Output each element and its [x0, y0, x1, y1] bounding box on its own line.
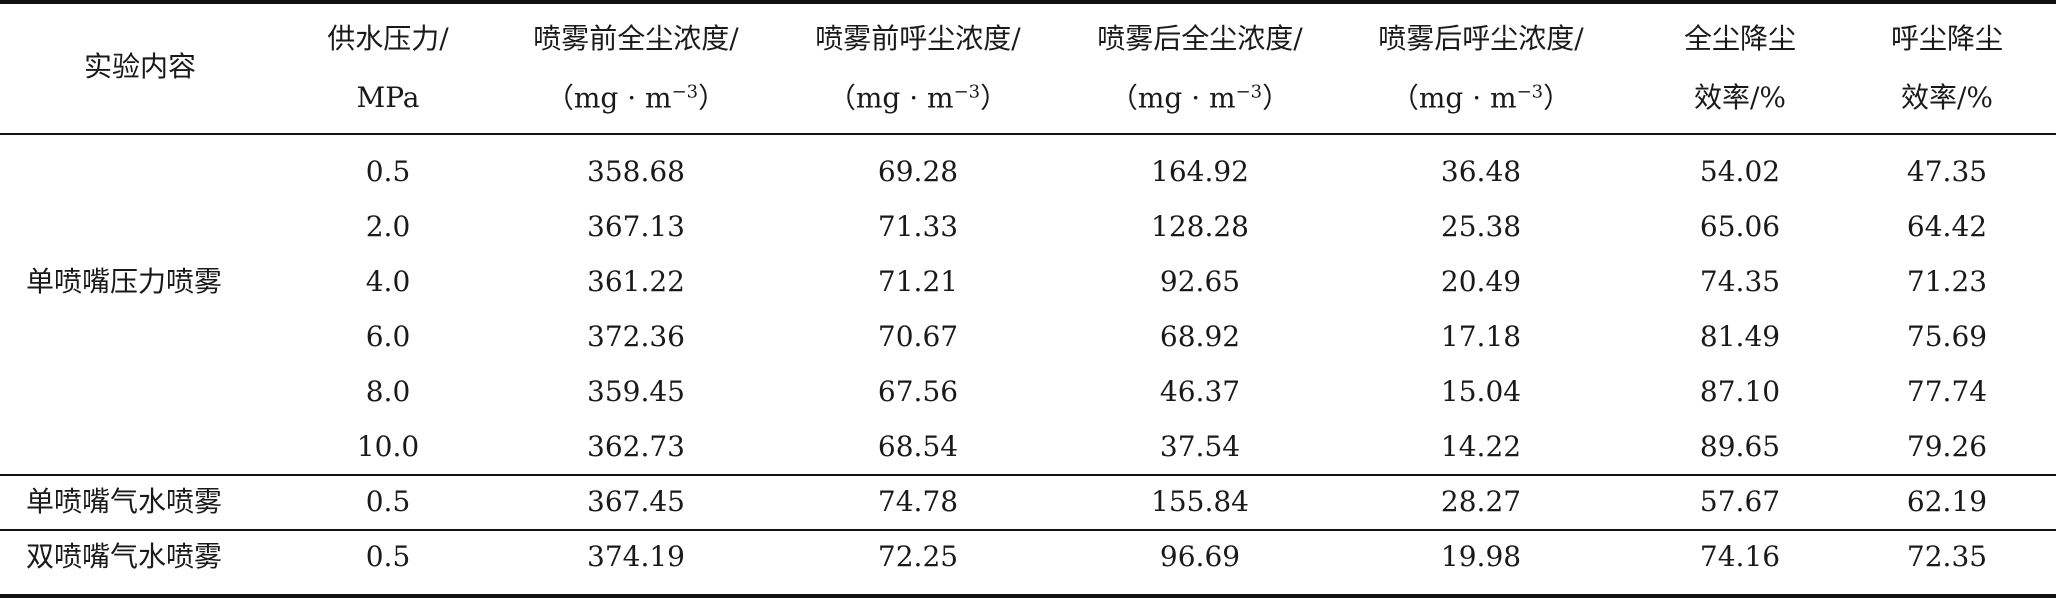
- cell: 64.42: [1906, 210, 1988, 243]
- cell: 47.35: [1906, 155, 1988, 188]
- unit-part: −3: [1516, 81, 1544, 103]
- cell: 358.68: [587, 155, 685, 188]
- cell: 361.22: [587, 265, 685, 298]
- cell: 0.5: [365, 540, 411, 573]
- cell: 77.74: [1906, 375, 1988, 408]
- cell: 14.22: [1440, 430, 1522, 463]
- cell: 359.45: [587, 375, 685, 408]
- unit-part: −3: [953, 81, 981, 103]
- header-text: 效率/%: [1900, 81, 1994, 114]
- header-text: 全尘降尘: [1683, 22, 1797, 55]
- cell: 81.49: [1699, 320, 1781, 353]
- unit-part: ）: [1543, 81, 1572, 115]
- cell: 74.35: [1699, 265, 1781, 298]
- cell: 57.67: [1699, 485, 1781, 518]
- header-unit: （mg · m−3）: [828, 83, 1008, 112]
- cell: 19.98: [1440, 540, 1522, 573]
- cell: 87.10: [1699, 375, 1781, 408]
- cell: 8.0: [365, 375, 411, 408]
- unit-part: −3: [1235, 81, 1263, 103]
- unit-part: ）: [1262, 81, 1291, 115]
- cell: 68.92: [1159, 320, 1241, 353]
- cell: 72.25: [877, 540, 959, 573]
- group-label: 双喷嘴气水喷雾: [26, 540, 223, 573]
- cell: 164.92: [1151, 155, 1249, 188]
- header-rule: [0, 133, 2056, 135]
- cell: 0.5: [365, 485, 411, 518]
- cell: 62.19: [1906, 485, 1988, 518]
- unit-part: （mg · m: [1390, 81, 1517, 115]
- header-unit: （mg · m−3）: [1110, 83, 1290, 112]
- cell: 71.23: [1906, 265, 1988, 298]
- unit-part: （mg · m: [827, 81, 954, 115]
- cell: 37.54: [1159, 430, 1241, 463]
- cell: 362.73: [587, 430, 685, 463]
- cell: 96.69: [1159, 540, 1241, 573]
- header-text: 效率/%: [1693, 81, 1787, 114]
- group-label: 单喷嘴气水喷雾: [26, 485, 223, 518]
- cell: 367.13: [587, 210, 685, 243]
- cell: 68.54: [877, 430, 959, 463]
- header-unit: （mg · m−3）: [1391, 83, 1571, 112]
- header-text: MPa: [356, 81, 420, 114]
- unit-part: ）: [698, 81, 727, 115]
- cell: 36.48: [1440, 155, 1522, 188]
- cell: 367.45: [587, 485, 685, 518]
- group-label: 单喷嘴压力喷雾: [26, 265, 223, 298]
- group-rule: [0, 474, 2056, 476]
- cell: 71.21: [877, 265, 959, 298]
- unit-part: ）: [980, 81, 1009, 115]
- cell: 4.0: [365, 265, 411, 298]
- cell: 67.56: [877, 375, 959, 408]
- cell: 89.65: [1699, 430, 1781, 463]
- cell: 6.0: [365, 320, 411, 353]
- header-text: 喷雾前全尘浓度/: [533, 22, 739, 55]
- cell: 54.02: [1699, 155, 1781, 188]
- cell: 70.67: [877, 320, 959, 353]
- header-text: 呼尘降尘: [1890, 22, 2004, 55]
- group-rule: [0, 529, 2056, 531]
- header-text: 喷雾后呼尘浓度/: [1378, 22, 1584, 55]
- cell: 155.84: [1151, 485, 1249, 518]
- cell: 0.5: [365, 155, 411, 188]
- top-rule: [0, 0, 2056, 4]
- cell: 15.04: [1440, 375, 1522, 408]
- cell: 20.49: [1440, 265, 1522, 298]
- cell: 372.36: [587, 320, 685, 353]
- cell: 128.28: [1151, 210, 1249, 243]
- cell: 28.27: [1440, 485, 1522, 518]
- cell: 92.65: [1159, 265, 1241, 298]
- cell: 74.16: [1699, 540, 1781, 573]
- cell: 71.33: [877, 210, 959, 243]
- bottom-rule: [0, 594, 2056, 598]
- cell: 79.26: [1906, 430, 1988, 463]
- header-unit: （mg · m−3）: [546, 83, 726, 112]
- header-text: 喷雾后全尘浓度/: [1097, 22, 1303, 55]
- cell: 74.78: [877, 485, 959, 518]
- header-text: 供水压力/: [327, 22, 449, 55]
- cell: 46.37: [1159, 375, 1241, 408]
- cell: 75.69: [1906, 320, 1988, 353]
- cell: 69.28: [877, 155, 959, 188]
- unit-part: −3: [671, 81, 699, 103]
- unit-part: （mg · m: [545, 81, 672, 115]
- header-text: 喷雾前呼尘浓度/: [815, 22, 1021, 55]
- header-text: 实验内容: [83, 50, 197, 83]
- cell: 10.0: [356, 430, 420, 463]
- cell: 65.06: [1699, 210, 1781, 243]
- cell: 374.19: [587, 540, 685, 573]
- cell: 2.0: [365, 210, 411, 243]
- unit-part: （mg · m: [1109, 81, 1236, 115]
- cell: 25.38: [1440, 210, 1522, 243]
- cell: 72.35: [1906, 540, 1988, 573]
- cell: 17.18: [1440, 320, 1522, 353]
